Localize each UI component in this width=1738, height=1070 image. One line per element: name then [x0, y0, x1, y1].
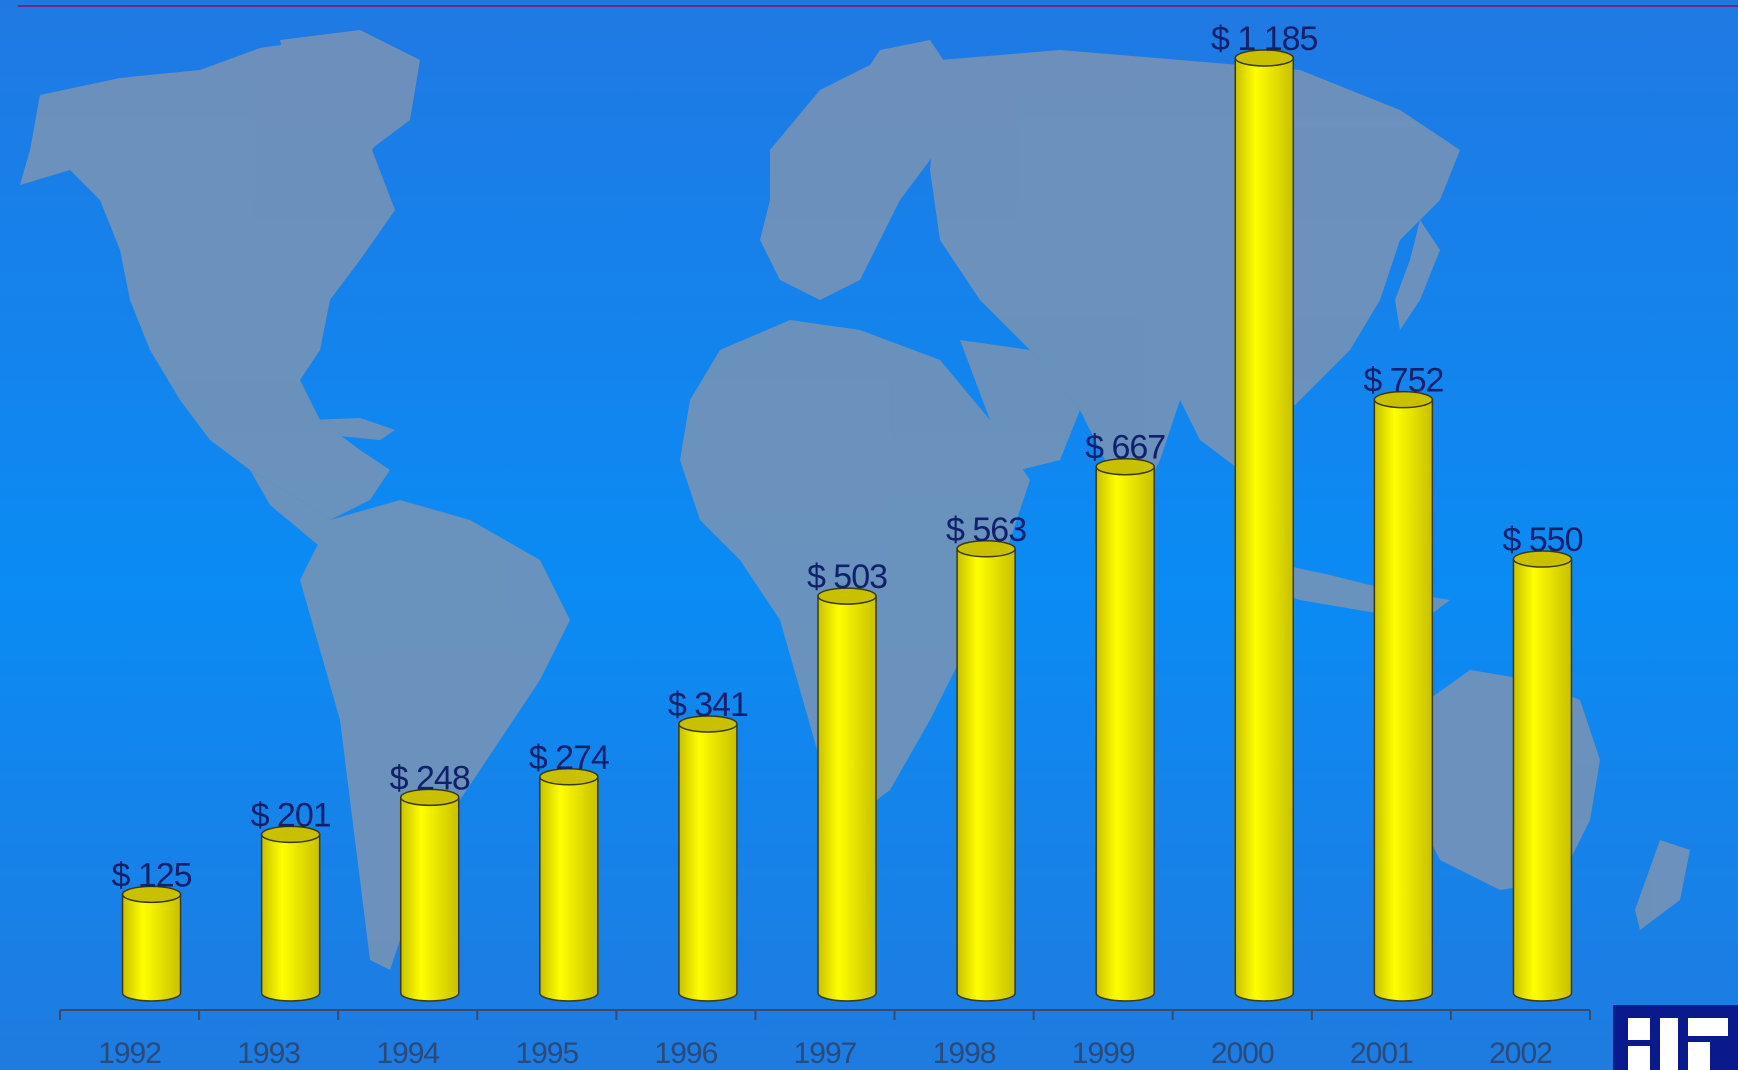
- bar: [260, 825, 321, 1002]
- bar-cap: [1234, 49, 1295, 67]
- bar: [399, 788, 460, 1002]
- data-label: $ 563: [946, 511, 1026, 549]
- bar: [1234, 49, 1295, 1002]
- bar-cap: [956, 540, 1016, 558]
- bar: [817, 587, 877, 1002]
- bar-body: [1373, 398, 1434, 1002]
- x-tick-label: 2001: [1350, 1037, 1413, 1070]
- data-labels: $ 125 $ 201 $ 248 $ 274 $ 341 $ 503 $ 563 $ 667…: [111, 20, 1583, 894]
- bar: [539, 768, 599, 1002]
- bar-body: [817, 595, 877, 1002]
- x-tick-label: 2002: [1489, 1037, 1552, 1070]
- bar-body: [678, 723, 738, 1002]
- bar-body: [956, 548, 1016, 1002]
- x-tick-label: 2000: [1211, 1037, 1274, 1070]
- data-label: $ 341: [668, 686, 748, 724]
- x-tick-label: 1994: [376, 1037, 439, 1070]
- data-label: $ 503: [807, 558, 887, 596]
- x-tick-label: 1995: [515, 1037, 578, 1070]
- bar: [1512, 550, 1573, 1002]
- world-map-background: [20, 30, 1690, 970]
- bar-cap: [817, 587, 877, 605]
- bar: [1095, 457, 1155, 1002]
- x-tick-label: 1997: [794, 1037, 857, 1070]
- x-tick-label: 1992: [98, 1037, 161, 1070]
- logo-icon: [1613, 1005, 1738, 1070]
- x-tick-label: 1996: [655, 1037, 718, 1070]
- bar-body: [1512, 558, 1573, 1002]
- bar-body: [539, 776, 599, 1002]
- bar-body: [1095, 465, 1155, 1002]
- bar-body: [399, 796, 460, 1002]
- data-label: $ 248: [390, 759, 470, 797]
- data-label: $ 1 185: [1211, 20, 1318, 58]
- bar: [956, 540, 1016, 1002]
- bars: [121, 49, 1573, 1002]
- bar-cap: [399, 788, 460, 807]
- data-label: $ 752: [1363, 362, 1443, 400]
- bar-cap: [1373, 390, 1434, 409]
- x-tick-label: 1993: [237, 1037, 300, 1070]
- bar-cap: [1095, 457, 1155, 476]
- bar-cap: [539, 768, 599, 786]
- bar: [1373, 390, 1434, 1002]
- data-label: $ 550: [1502, 521, 1582, 559]
- data-label: $ 125: [111, 856, 191, 894]
- data-label: $ 201: [251, 796, 331, 834]
- data-label: $ 667: [1085, 429, 1165, 467]
- bar-cap: [260, 825, 321, 844]
- bar-cap: [121, 885, 182, 904]
- bar: [678, 715, 738, 1002]
- x-tick-labels: 1992 1993 1994 1995 1996 1997 1998 1999 2000 2001…: [98, 1037, 1553, 1070]
- bar-body: [260, 833, 321, 1002]
- x-tick-label: 1998: [933, 1037, 996, 1070]
- x-tick-label: 1999: [1072, 1037, 1135, 1070]
- data-label: $ 274: [529, 739, 609, 777]
- x-axis: [59, 1009, 1591, 1020]
- bar-body: [1234, 57, 1295, 1002]
- bar-cap: [678, 715, 738, 733]
- bar-body: [121, 893, 182, 1002]
- bar-cap: [1512, 550, 1573, 568]
- bar: [121, 885, 182, 1002]
